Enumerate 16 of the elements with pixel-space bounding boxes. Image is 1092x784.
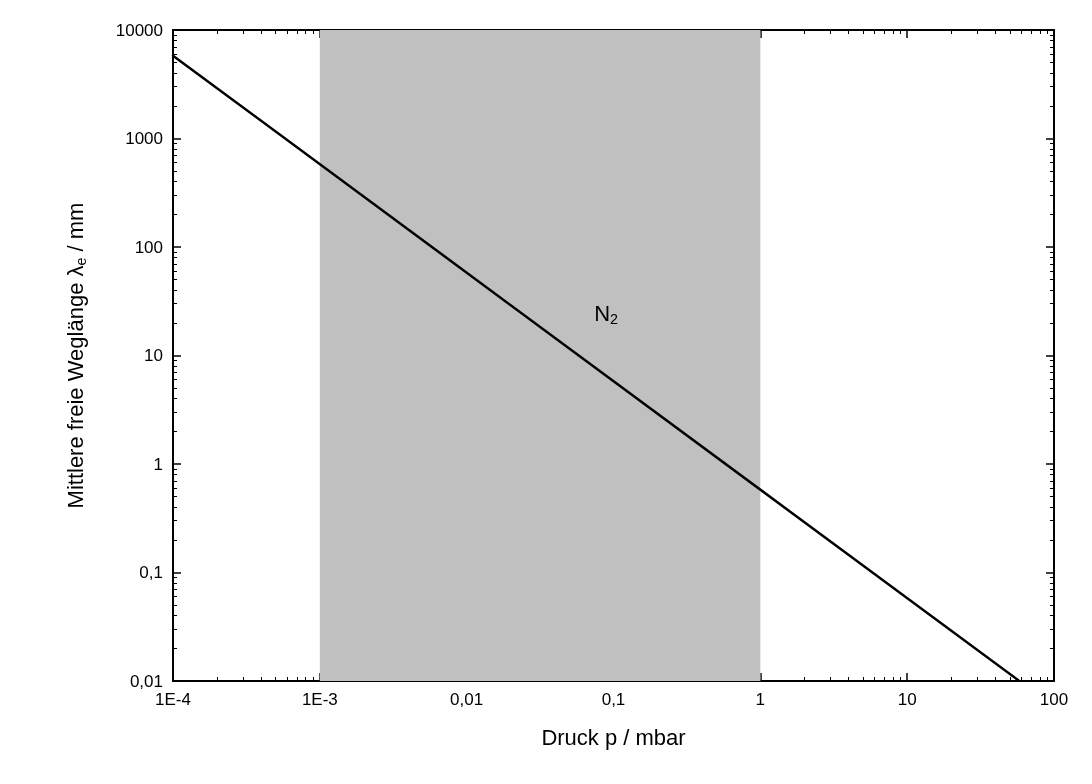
x-axis-title: Druck p / mbar — [541, 724, 686, 750]
x-tick-label: 0,01 — [450, 690, 484, 709]
x-tick-label: 1E-3 — [301, 690, 338, 709]
y-axis-title: Mittlere freie Weglänge λe / mm — [63, 202, 89, 509]
y-tick-label: 10 — [144, 346, 163, 365]
x-tick-label: 1 — [755, 690, 766, 709]
x-tick-label: 100 — [1039, 690, 1069, 709]
y-tick-label: 10000 — [115, 20, 163, 40]
x-tick-label: 10 — [897, 690, 917, 709]
y-tick-label: 0,01 — [129, 671, 163, 691]
x-tick-label: 0,1 — [601, 690, 626, 709]
x-tick-label: 1E-4 — [155, 690, 191, 709]
y-tick-label: 1 — [153, 454, 163, 474]
y-tick-label: 1000 — [125, 129, 163, 148]
y-tick-label: 100 — [134, 237, 163, 257]
y-tick-label: 0,1 — [139, 563, 163, 582]
